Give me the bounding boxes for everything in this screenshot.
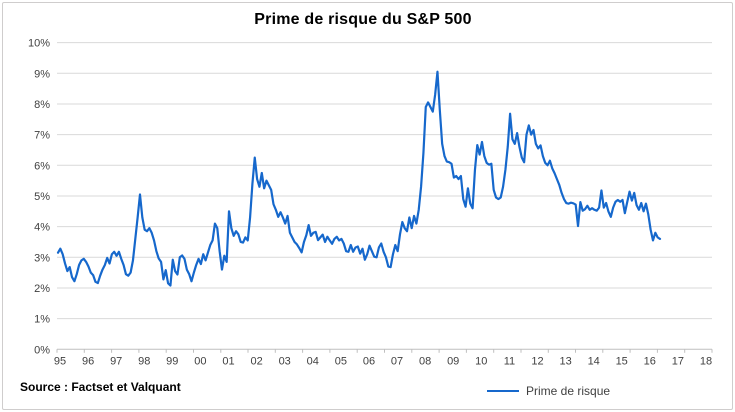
x-axis-label: 02 bbox=[250, 355, 262, 367]
x-axis-label: 06 bbox=[363, 355, 375, 367]
risk-premium-line bbox=[56, 70, 662, 287]
x-axis-label: 03 bbox=[279, 355, 291, 367]
x-axis-label: 14 bbox=[588, 355, 600, 367]
x-axis-label: 09 bbox=[447, 355, 459, 367]
x-axis-label: 18 bbox=[700, 355, 712, 367]
x-axis-label: 95 bbox=[54, 355, 66, 367]
x-axis-label: 07 bbox=[391, 355, 403, 367]
x-axis-label: 17 bbox=[672, 355, 684, 367]
y-axis-label: 10% bbox=[28, 38, 50, 50]
x-axis-label: 10 bbox=[475, 355, 487, 367]
x-axis-label: 11 bbox=[504, 355, 515, 367]
y-axis-label: 7% bbox=[34, 130, 50, 142]
y-axis-label: 2% bbox=[34, 283, 50, 295]
y-axis-label: 0% bbox=[34, 344, 50, 356]
x-axis-label: 97 bbox=[110, 355, 122, 367]
x-axis-label: 00 bbox=[194, 355, 206, 367]
y-axis-label: 3% bbox=[34, 252, 50, 264]
y-axis-label: 8% bbox=[34, 99, 50, 111]
x-axis-label: 04 bbox=[307, 355, 319, 367]
legend-label: Prime de risque bbox=[526, 384, 611, 398]
y-axis-label: 5% bbox=[34, 191, 50, 203]
y-axis-label: 6% bbox=[34, 160, 50, 172]
x-axis-label: 08 bbox=[419, 355, 431, 367]
x-axis-label: 12 bbox=[531, 355, 543, 367]
x-axis-label: 16 bbox=[644, 355, 656, 367]
x-axis-label: 01 bbox=[222, 355, 234, 367]
y-axis-label: 9% bbox=[34, 68, 50, 80]
x-axis-label: 99 bbox=[166, 355, 178, 367]
x-axis-label: 05 bbox=[335, 355, 347, 367]
legend-line-sample bbox=[487, 390, 519, 392]
x-axis-label: 96 bbox=[82, 355, 94, 367]
x-axis-label: 98 bbox=[138, 355, 150, 367]
x-axis-label: 15 bbox=[616, 355, 628, 367]
y-axis-label: 4% bbox=[34, 222, 50, 234]
source-note: Source : Factset et Valquant bbox=[20, 380, 181, 394]
chart-title: Prime de risque du S&P 500 bbox=[254, 11, 472, 28]
x-axis-label: 13 bbox=[559, 355, 571, 367]
y-axis-label: 1% bbox=[34, 314, 50, 326]
legend: Prime de risque bbox=[487, 383, 610, 399]
